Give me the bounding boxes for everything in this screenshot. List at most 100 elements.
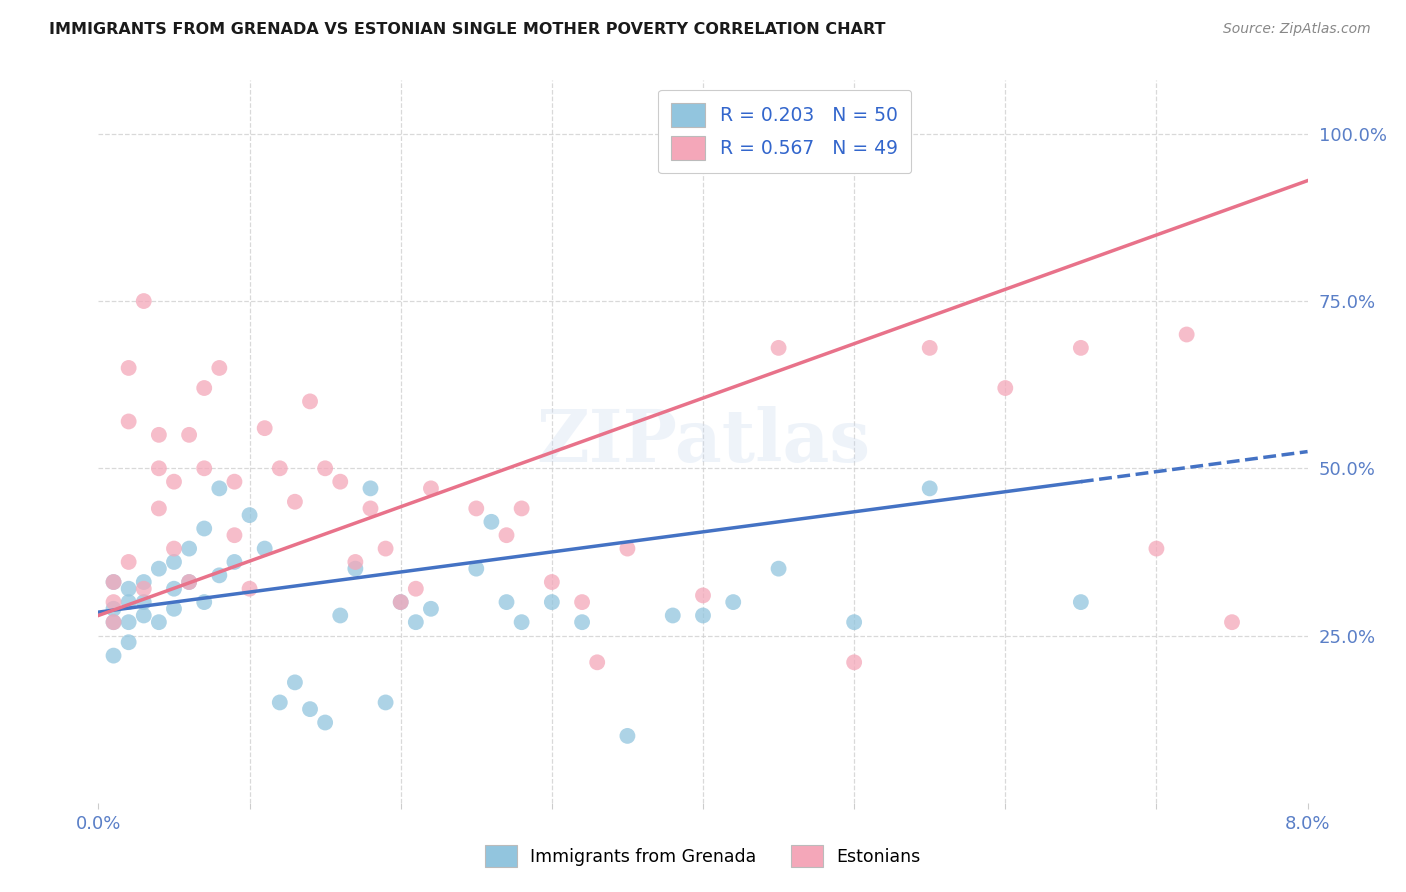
Point (994, 381, 1017, 395)
Point (465, 501, 488, 516)
Point (103, 575, 125, 590)
Point (495, 528, 517, 542)
Point (692, 589, 714, 603)
Point (405, 582, 427, 596)
Point (253, 421, 276, 435)
Point (118, 615, 141, 630)
Text: IMMIGRANTS FROM GRENADA VS ESTONIAN SINGLE MOTHER POVERTY CORRELATION CHART: IMMIGRANTS FROM GRENADA VS ESTONIAN SING… (49, 22, 886, 37)
Point (103, 615, 125, 630)
Point (768, 562, 790, 576)
Point (118, 582, 141, 596)
Point (148, 461, 170, 475)
Point (465, 562, 488, 576)
Point (103, 602, 125, 616)
Point (510, 615, 533, 630)
Point (148, 562, 170, 576)
Point (661, 608, 683, 623)
Point (163, 602, 186, 616)
Point (208, 361, 231, 376)
Point (148, 501, 170, 516)
Point (586, 655, 609, 669)
Point (299, 702, 322, 716)
Point (420, 602, 443, 616)
Point (253, 541, 276, 556)
Point (344, 555, 367, 569)
Point (118, 414, 141, 429)
Point (768, 341, 790, 355)
Point (360, 501, 382, 516)
Point (616, 541, 638, 556)
Point (495, 595, 517, 609)
Point (179, 575, 201, 590)
Point (1070, 595, 1092, 609)
Point (1070, 341, 1092, 355)
Point (132, 575, 155, 590)
Point (723, 595, 745, 609)
Point (329, 475, 352, 489)
Point (224, 475, 246, 489)
Point (844, 655, 866, 669)
Point (314, 715, 336, 730)
Point (299, 394, 322, 409)
Point (481, 515, 503, 529)
Point (405, 615, 427, 630)
Point (571, 615, 593, 630)
Point (103, 595, 125, 609)
Point (1175, 327, 1198, 342)
Point (118, 595, 141, 609)
Text: Source: ZipAtlas.com: Source: ZipAtlas.com (1223, 22, 1371, 37)
Point (329, 608, 352, 623)
Point (284, 494, 307, 508)
Point (118, 361, 141, 376)
Point (163, 475, 186, 489)
Point (389, 595, 412, 609)
Point (193, 521, 215, 535)
Legend: R = 0.203   N = 50, R = 0.567   N = 49: R = 0.203 N = 50, R = 0.567 N = 49 (658, 90, 911, 173)
Point (284, 675, 307, 690)
Point (1220, 615, 1243, 630)
Point (148, 615, 170, 630)
Point (193, 595, 215, 609)
Point (103, 575, 125, 590)
Point (118, 555, 141, 569)
Point (132, 294, 155, 309)
Point (224, 528, 246, 542)
Point (224, 555, 246, 569)
Point (179, 427, 201, 442)
Point (269, 696, 291, 710)
Text: ZIPatlas: ZIPatlas (536, 406, 870, 477)
Point (420, 482, 443, 496)
Point (374, 541, 396, 556)
Point (344, 562, 367, 576)
Point (1146, 541, 1168, 556)
Legend: Immigrants from Grenada, Estonians: Immigrants from Grenada, Estonians (478, 838, 928, 874)
Point (163, 555, 186, 569)
Point (193, 461, 215, 475)
Point (163, 582, 186, 596)
Point (389, 595, 412, 609)
Point (540, 595, 562, 609)
Point (132, 595, 155, 609)
Point (163, 541, 186, 556)
Point (179, 541, 201, 556)
Point (208, 568, 231, 582)
Point (193, 381, 215, 395)
Point (540, 575, 562, 590)
Point (616, 729, 638, 743)
Point (208, 482, 231, 496)
Point (118, 635, 141, 649)
Point (103, 648, 125, 663)
Point (132, 608, 155, 623)
Point (179, 575, 201, 590)
Point (360, 482, 382, 496)
Point (918, 341, 941, 355)
Point (571, 595, 593, 609)
Point (132, 582, 155, 596)
Point (103, 615, 125, 630)
Point (510, 501, 533, 516)
Point (239, 508, 262, 523)
Point (148, 427, 170, 442)
Point (844, 615, 866, 630)
Point (239, 582, 262, 596)
Point (692, 608, 714, 623)
